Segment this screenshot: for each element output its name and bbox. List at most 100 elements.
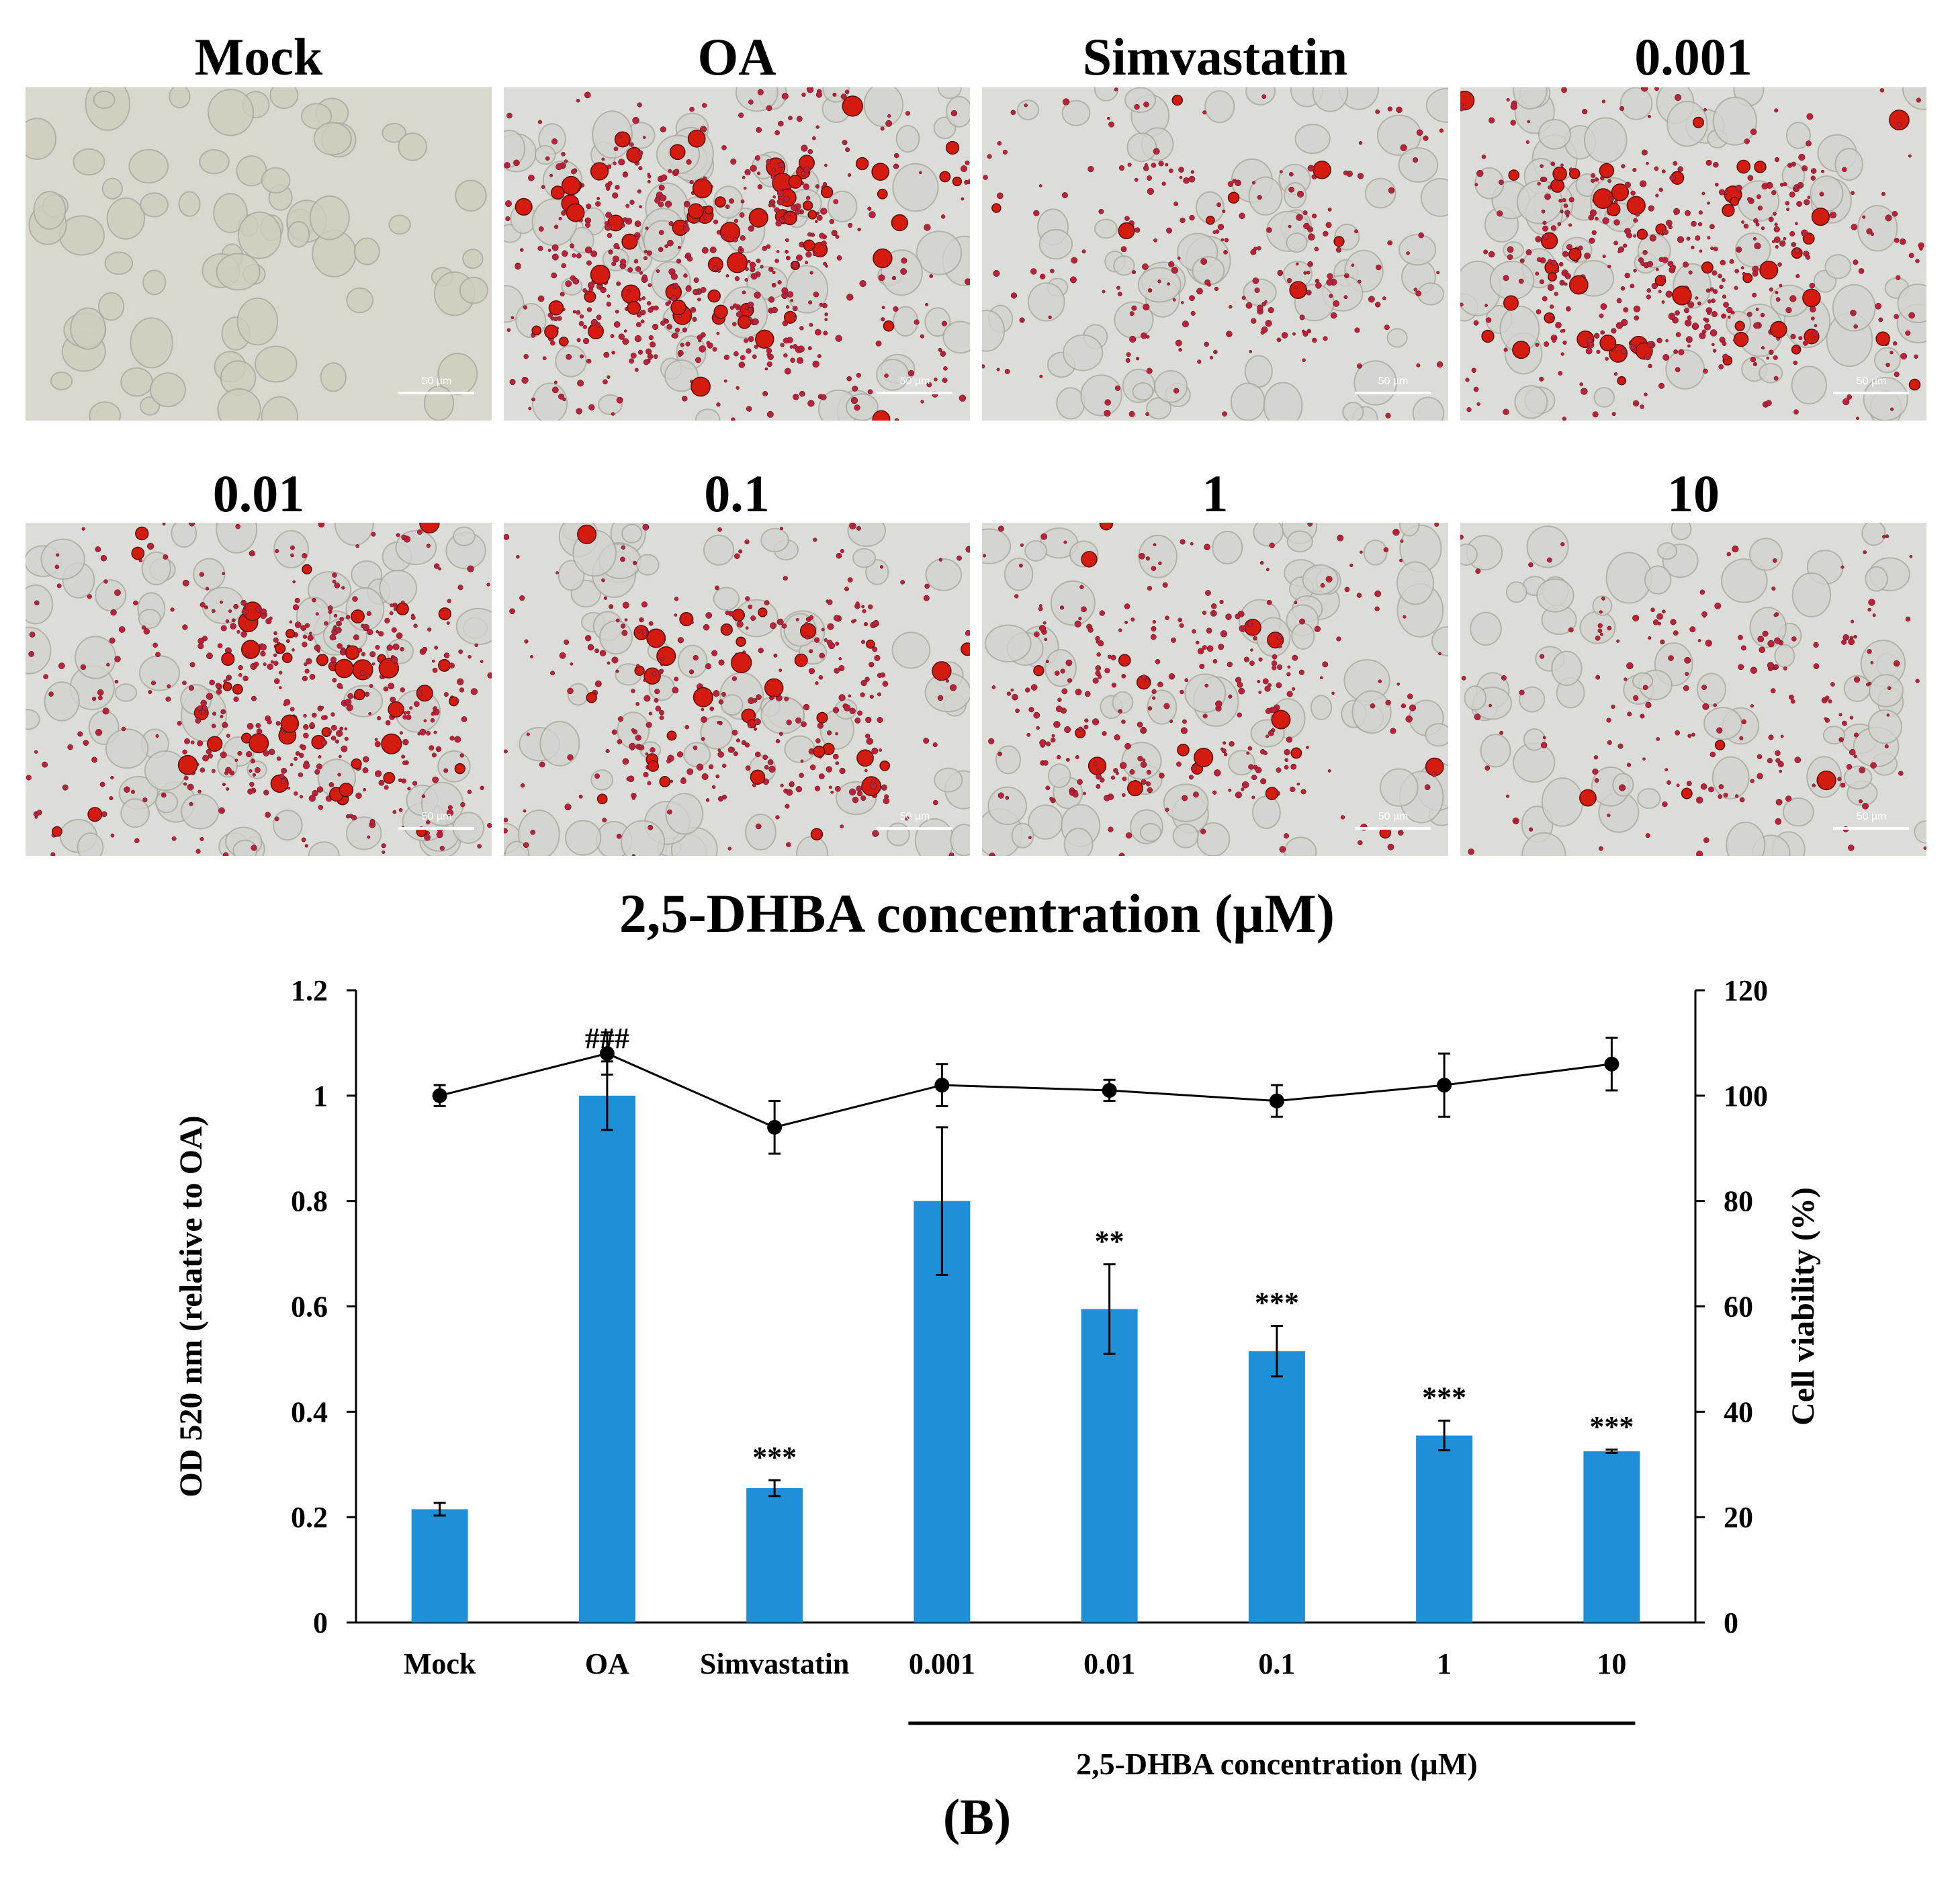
lipid-droplet [1241, 787, 1245, 791]
lipid-droplet [1306, 329, 1311, 334]
lipid-droplet [250, 759, 256, 764]
lipid-droplet [285, 639, 290, 643]
lipid-droplet [744, 278, 748, 282]
cell-outline [1310, 695, 1333, 721]
lipid-droplet [337, 773, 341, 777]
cell-outline [423, 385, 455, 421]
cell-outline [886, 822, 910, 847]
lipid-droplet [1741, 719, 1746, 725]
lipid-droplet [1510, 103, 1518, 110]
lipid-droplet [418, 687, 423, 692]
lipid-droplet [1684, 656, 1691, 664]
lipid-droplet [1223, 250, 1228, 255]
lipid-droplet [95, 728, 103, 736]
lipid-droplet [627, 267, 633, 273]
lipid-droplet [1501, 675, 1507, 681]
micrograph-image: 50 µm [504, 87, 970, 421]
lipid-droplet [748, 724, 752, 728]
y-right-tick-label: 100 [1724, 1080, 1768, 1113]
cell-outline [1667, 101, 1708, 147]
lipid-droplet [1235, 677, 1242, 683]
lipid-droplet [1124, 742, 1131, 750]
lipid-droplet [641, 296, 646, 300]
cell-outline [695, 408, 721, 421]
lipid-droplet [784, 367, 791, 375]
cell-outline [104, 251, 134, 275]
lipid-droplet [355, 792, 362, 799]
lipid-droplet [413, 623, 418, 628]
lipid-droplet [1658, 187, 1663, 192]
lipid-droplet [1269, 542, 1275, 548]
lipid-droplet [1885, 534, 1890, 539]
lipid-droplet [457, 678, 464, 685]
cell-outline [232, 839, 258, 856]
lipid-droplet [267, 663, 273, 670]
lipid-droplet [1296, 782, 1300, 786]
lipid-droplet [188, 523, 195, 527]
lipid-droplet [734, 218, 739, 223]
y-right-tick-label: 40 [1724, 1395, 1753, 1428]
lipid-droplet [339, 617, 345, 621]
lipid-droplet [965, 160, 970, 165]
lipid-droplet [816, 212, 820, 215]
lipid-droplet [1117, 292, 1122, 297]
lipid-droplet [1707, 310, 1712, 315]
lipid-droplet [1893, 660, 1900, 667]
lipid-droplet [1262, 678, 1269, 685]
significance-label: *** [1255, 1287, 1299, 1319]
lipid-droplet [893, 163, 899, 169]
lipid-droplet [1331, 691, 1335, 695]
cell-outline [1063, 827, 1094, 856]
lipid-droplet [1779, 284, 1783, 288]
lipid-droplet [718, 659, 725, 666]
lipid-droplet [826, 730, 832, 736]
lipid-droplet [646, 628, 666, 648]
cell-outline [1126, 132, 1157, 163]
lipid-droplet [1134, 177, 1139, 182]
lipid-droplet [1768, 216, 1774, 222]
lipid-droplet [1307, 226, 1314, 232]
lipid-droplet [1726, 306, 1733, 314]
lipid-droplet [848, 222, 853, 228]
lipid-droplet [1388, 187, 1395, 194]
lipid-droplet [1351, 263, 1355, 267]
lipid-droplet [1720, 259, 1726, 266]
lipid-droplet [279, 773, 285, 779]
lipid-droplet [1219, 599, 1224, 605]
lipid-droplet [965, 630, 970, 636]
lipid-droplet [1190, 310, 1196, 316]
lipid-droplet [131, 789, 136, 794]
lipid-droplet [1418, 232, 1425, 239]
lipid-droplet [996, 192, 1004, 200]
lipid-droplet [1768, 349, 1774, 355]
lipid-droplet [621, 545, 626, 550]
lipid-droplet [1312, 213, 1317, 219]
lipid-droplet [1460, 534, 1464, 540]
cell-outline [97, 292, 125, 321]
lipid-droplet [720, 623, 733, 636]
lipid-droplet [923, 595, 930, 601]
lipid-droplet [1039, 739, 1047, 746]
lipid-droplet [864, 769, 868, 773]
lipid-droplet [1853, 732, 1859, 738]
lipid-droplet [1144, 163, 1149, 167]
lipid-droplet [616, 281, 621, 286]
lipid-droplet [421, 794, 426, 798]
lipid-droplet [1403, 615, 1407, 619]
significance-label: ** [1095, 1225, 1124, 1258]
lipid-droplet [438, 658, 451, 672]
lipid-droplet [643, 359, 650, 365]
lipid-droplet [401, 754, 406, 759]
lipid-droplet [1547, 284, 1554, 292]
lipid-droplet [717, 527, 722, 532]
lipid-droplet [1816, 770, 1836, 791]
lipid-droplet [237, 750, 242, 756]
lipid-droplet [707, 257, 723, 273]
lipid-droplet [664, 244, 669, 249]
lipid-droplet [647, 781, 652, 785]
lipid-droplet [1173, 388, 1180, 394]
lipid-droplet [527, 174, 535, 181]
lipid-droplet [97, 689, 104, 696]
lipid-droplet [1326, 279, 1333, 286]
lipid-droplet [1752, 270, 1759, 277]
